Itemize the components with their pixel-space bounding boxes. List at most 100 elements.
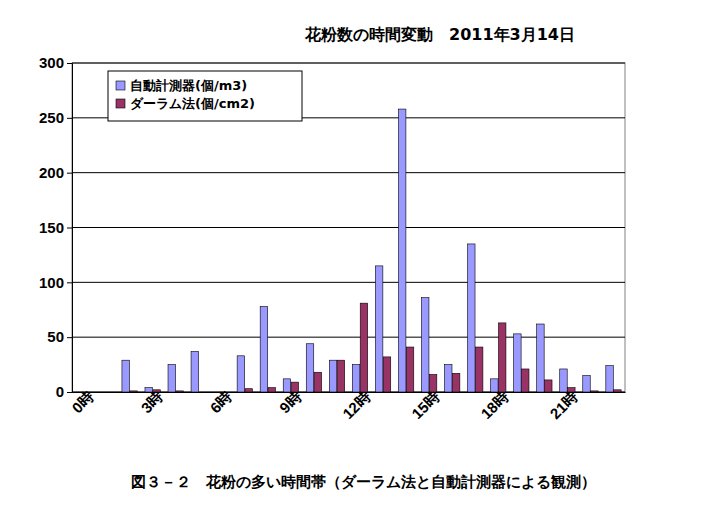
bar [314,372,321,392]
bar [76,392,83,393]
bar [445,365,452,392]
y-tick-mark [67,228,72,229]
y-tick-label: 100 [39,274,64,291]
bar [614,390,621,392]
legend-swatch [116,99,125,108]
bar [237,356,244,392]
bar [383,357,390,392]
y-tick: 250 [39,109,72,126]
y-tick: 150 [39,219,72,236]
bar [283,379,290,392]
x-tick-label: 0時 [68,388,97,417]
bars [122,109,621,392]
bar [468,244,475,392]
bar [498,323,505,392]
bar [514,334,521,392]
bar [591,391,598,392]
plot-frame [72,63,625,392]
y-tick-mark [67,118,72,119]
legend: 自動計測器(個/m3) ダーラム法(個/cm2) [108,71,302,121]
bar [191,351,198,392]
bar [291,382,298,392]
y-tick: 50 [47,328,72,345]
x-tick: 0時 [68,388,97,417]
bar [406,347,413,392]
y-tick-label: 150 [39,219,64,236]
legend-entry: ダーラム法(個/cm2) [116,96,255,111]
bar [260,306,267,392]
bar [130,391,137,392]
bar [398,109,405,392]
bar [560,369,567,392]
y-tick-label: 50 [47,328,64,345]
bar [475,347,482,392]
legend-box [108,71,302,121]
x-tick-label: 12時 [339,388,373,422]
bar [606,366,613,392]
x-tick-label: 21時 [546,388,580,422]
bar [245,389,252,392]
bar [583,376,590,392]
grid-line [72,172,625,173]
bar [360,303,367,392]
x-tick-label: 3時 [138,388,167,417]
bar [337,360,344,392]
bar [491,379,498,392]
bar [522,369,529,392]
x-tick: 15時 [408,388,442,422]
bar-series [122,109,613,392]
legend-label: 自動計測器(個/m3) [130,78,247,93]
bar [145,388,152,392]
bar [568,388,575,392]
bar [84,392,91,393]
bar [199,392,206,393]
y-tick: 100 [39,274,72,291]
y-tick-mark [67,63,72,64]
x-tick: 6時 [207,388,236,417]
bar [99,392,106,393]
legend-swatch [116,81,125,90]
y-axis-line [67,64,73,393]
bar [452,373,459,392]
x-tick: 9時 [276,388,305,417]
legend-entry: 自動計測器(個/m3) [116,78,247,93]
bar [107,392,114,393]
bar [176,391,183,392]
y-tick-mark [67,173,72,174]
bar [329,360,336,392]
y-tick: 200 [39,164,72,181]
x-tick: 12時 [339,388,373,422]
bar [352,365,359,392]
x-tick: 21時 [546,388,580,422]
y-tick: 300 [39,54,72,71]
y-tick-mark [67,282,72,283]
bar [122,360,129,392]
y-tick-mark [67,392,72,393]
x-tick: 3時 [138,388,167,417]
x-axis: 0時 3時 6時 9時 12時 15時 18時 21時 [68,388,625,422]
x-tick-label: 18時 [477,388,511,422]
bar [429,374,436,392]
bar [375,266,382,392]
y-axis: 0 50 100 150 200 250 300 [39,54,73,400]
bar [168,365,175,392]
y-tick-label: 250 [39,109,64,126]
x-tick-label: 6時 [207,388,236,417]
x-tick-label: 15時 [408,388,442,422]
bar [306,344,313,392]
y-tick-label: 300 [39,54,64,71]
bar [545,380,552,392]
y-tick-mark [67,337,72,338]
bar [268,388,275,392]
chart: 0501001502002503000時3時6時9時12時15時18時21時花粉… [0,0,727,509]
bar [214,392,221,393]
caption: 図３－２ 花粉の多い時間帯（ダーラム法と自動計測器による観測） [131,473,596,491]
grid-line [72,227,625,228]
grid-line [72,282,625,283]
grid-line [72,63,625,64]
y-tick: 0 [56,383,72,400]
legend-label: ダーラム法(個/cm2) [130,96,255,111]
bar [153,390,160,392]
y-tick-label: 0 [56,383,64,400]
y-tick-label: 200 [39,164,64,181]
